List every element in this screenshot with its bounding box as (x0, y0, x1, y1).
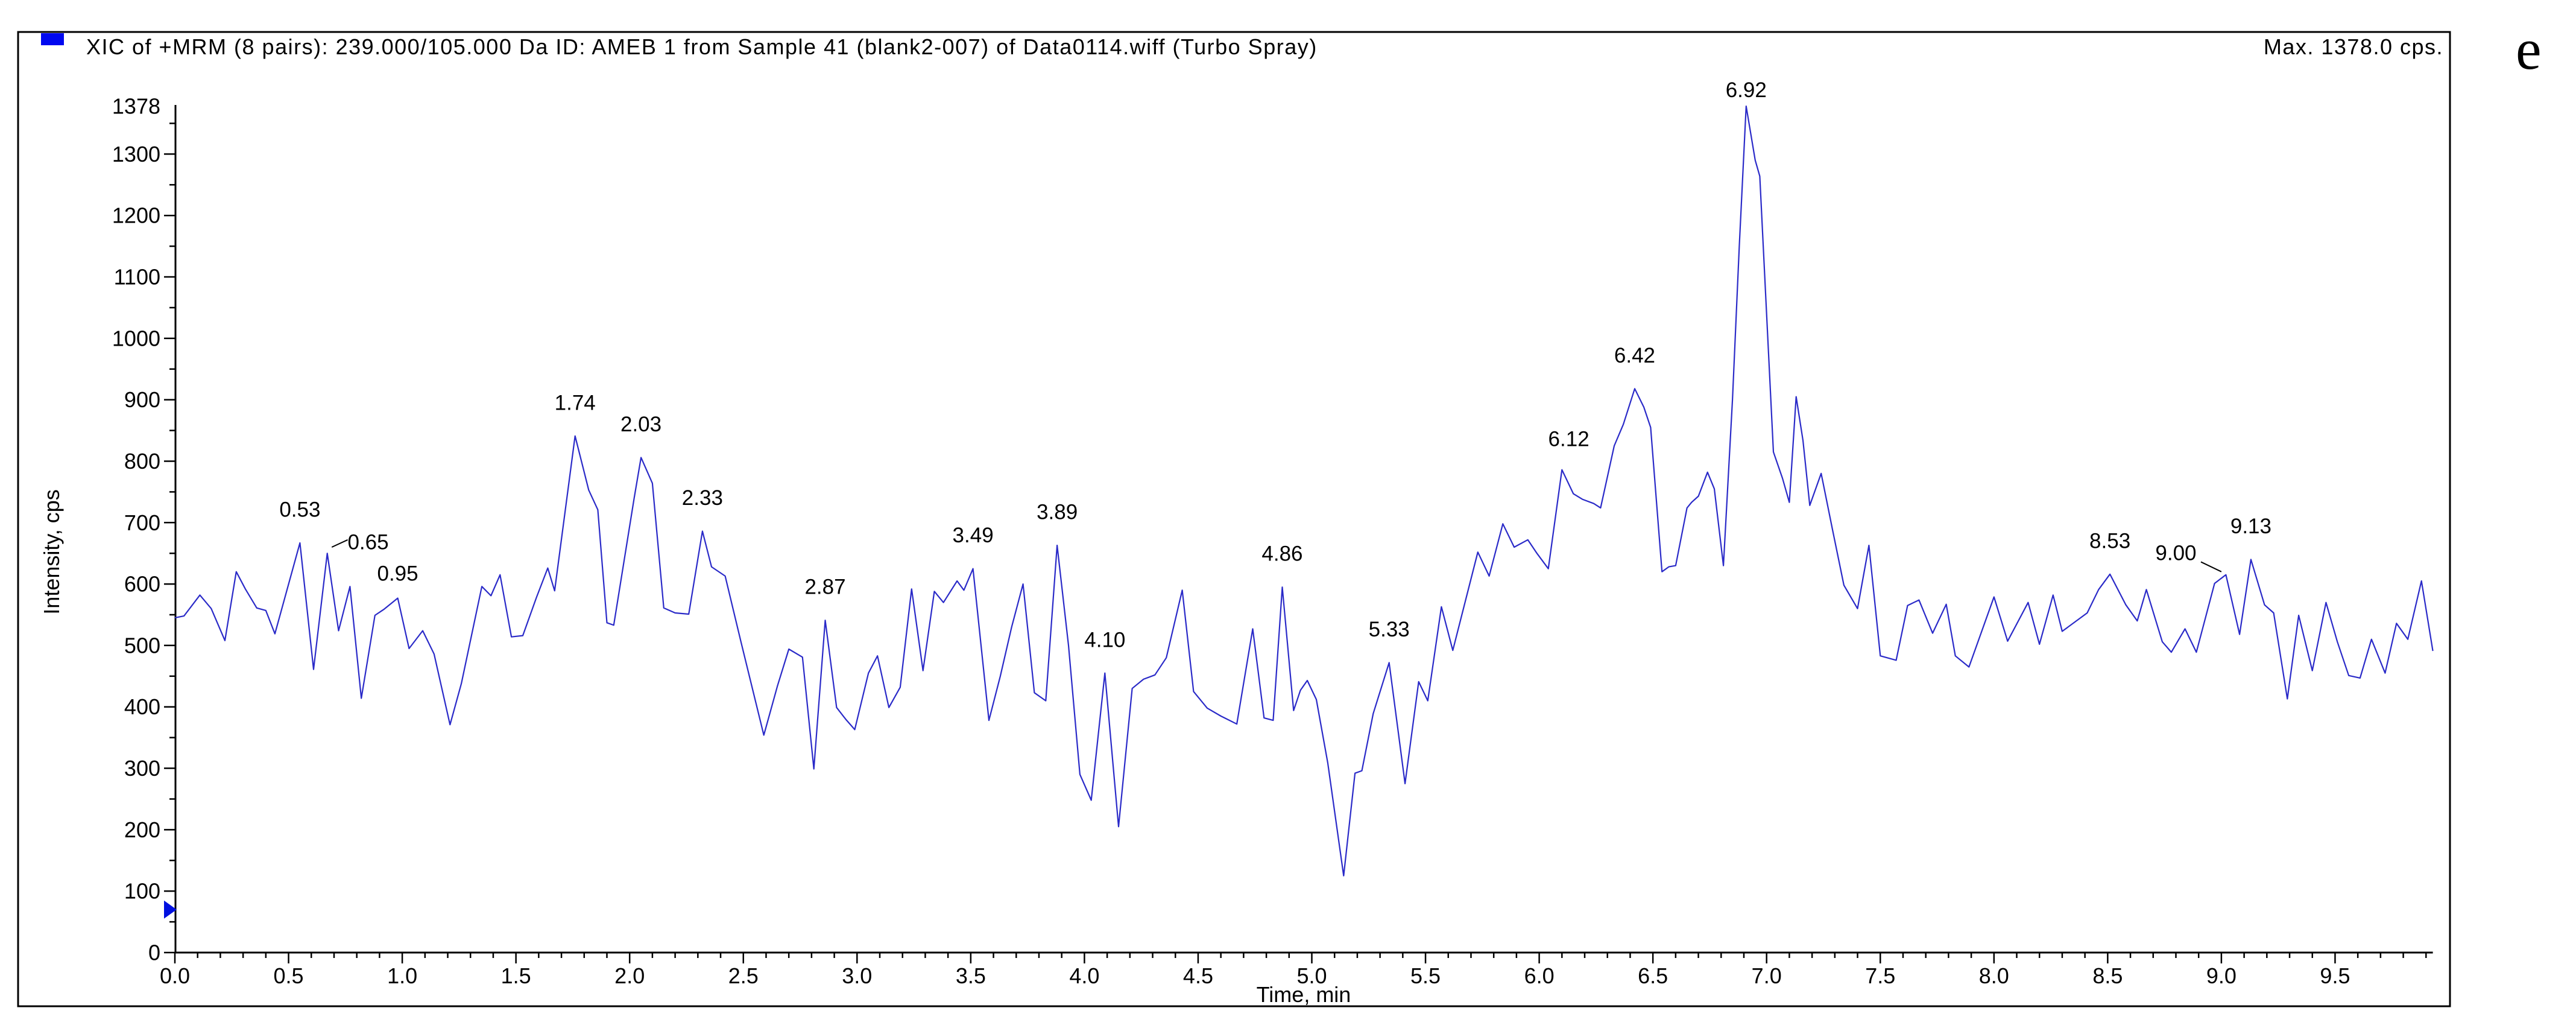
x-tick-label: 0.5 (274, 963, 304, 988)
x-tick-label: 9.5 (2320, 963, 2350, 988)
plot-area[interactable]: 0 100 200 300 400 500 600 700 800 900 1000 1100 1200… (112, 78, 2433, 988)
x-tick-label: 6.0 (1524, 963, 1555, 988)
x-tick-label: 1.5 (501, 963, 531, 988)
y-tick-label: 800 (124, 449, 160, 474)
max-intensity-label: Max. 1378.0 cps. (2264, 34, 2443, 59)
x-tick-label: 6.5 (1638, 963, 1668, 988)
x-tick-label: 7.0 (1752, 963, 1782, 988)
peak-label: 1.74 (555, 391, 596, 414)
peak-label: 2.87 (804, 576, 845, 599)
peak-label: 0.65 (347, 530, 388, 554)
peak-label: 4.86 (1261, 542, 1302, 566)
peak-leader-line (332, 540, 347, 547)
peak-label: 2.03 (620, 413, 661, 436)
y-max-tick-label: 1378 (112, 94, 160, 118)
peak-label: 6.12 (1548, 427, 1589, 451)
y-tick-label: 1000 (112, 326, 160, 350)
y-tick-label: 1200 (112, 203, 160, 228)
x-tick-label: 8.0 (1979, 963, 2009, 988)
y-tick-label: 200 (124, 817, 160, 842)
y-tick-label: 0 (148, 940, 160, 965)
y-tick-label: 1100 (114, 265, 160, 290)
peak-label: 5.33 (1369, 618, 1410, 641)
x-tick-label: 4.5 (1183, 963, 1213, 988)
x-tick-label: 5.5 (1410, 963, 1441, 988)
x-tick-label: 5.0 (1296, 963, 1327, 988)
y-tick-label: 400 (124, 694, 160, 719)
chart-title: XIC of +MRM (8 pairs): 239.000/105.000 D… (86, 34, 1318, 59)
peak-leader-line (2201, 562, 2221, 571)
peak-label: 3.89 (1037, 500, 1078, 524)
y-tick-label: 600 (124, 572, 160, 597)
x-tick-label: 3.0 (842, 963, 872, 988)
chart-frame (18, 32, 2450, 1006)
x-tick-label: 7.5 (1865, 963, 1895, 988)
peak-label: 3.49 (953, 524, 994, 547)
y-tick-label: 700 (124, 510, 160, 535)
x-tick-label: 2.0 (614, 963, 645, 988)
x-tick-label: 0.0 (160, 963, 190, 988)
y-tick-label: 300 (124, 756, 160, 781)
x-tick-label: 8.5 (2092, 963, 2123, 988)
peak-label: 6.42 (1614, 344, 1655, 367)
chromatogram-window: XIC of +MRM (8 pairs): 239.000/105.000 D… (0, 0, 2576, 1034)
peak-label: 9.13 (2230, 515, 2271, 538)
panel-label: e (2516, 17, 2542, 81)
x-tick-label: 4.0 (1069, 963, 1099, 988)
chromatogram-trace (175, 106, 2433, 876)
peak-label: 2.33 (682, 486, 723, 510)
x-tick-label: 3.5 (956, 963, 986, 988)
y-axis-title: Intensity, cps (39, 489, 64, 614)
x-tick-label: 2.5 (728, 963, 759, 988)
legend-color-swatch (41, 33, 64, 45)
y-tick-label: 1300 (112, 142, 160, 167)
y-tick-label: 100 (124, 879, 160, 904)
x-tick-label: 1.0 (387, 963, 417, 988)
peak-label: 0.95 (377, 562, 418, 585)
peak-label: 9.00 (2155, 542, 2196, 565)
peak-label: 0.53 (279, 498, 320, 521)
peak-label: 6.92 (1726, 78, 1767, 102)
y-tick-label: 900 (124, 387, 160, 412)
x-tick-label: 9.0 (2206, 963, 2237, 988)
chromatogram-plot[interactable]: XIC of +MRM (8 pairs): 239.000/105.000 D… (0, 0, 2576, 1034)
y-tick-label: 500 (124, 633, 160, 658)
peak-label: 4.10 (1084, 628, 1125, 652)
peak-label: 8.53 (2089, 529, 2130, 553)
